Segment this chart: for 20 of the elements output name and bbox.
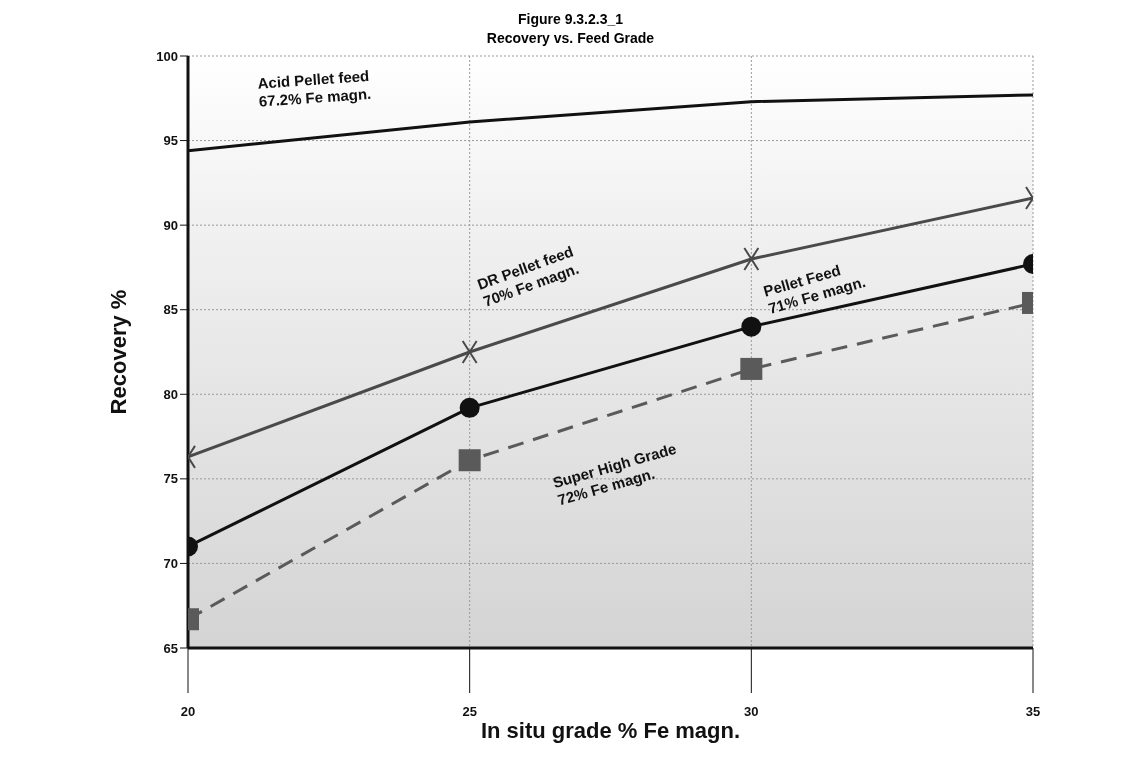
x-tick-label: 20 — [180, 704, 196, 720]
y-tick-label: 90 — [163, 217, 178, 233]
y-axis-title: Recovery % — [105, 289, 131, 415]
y-tick-label: 75 — [163, 471, 178, 487]
text: DR Pellet feed 70% Fe magn. — [474, 242, 581, 310]
series-label: Acid Pellet feed 67.2% Fe magn. — [257, 66, 372, 110]
x-axis-title: In situ grade % Fe magn. — [480, 718, 741, 743]
text: Pellet Feed 71% Fe magn. — [761, 261, 868, 317]
text: Super High Grade 72% Fe magn. — [550, 439, 679, 509]
chart-subtitle: Recovery vs. Feed Grade — [485, 29, 656, 48]
x-tick-label: 30 — [744, 704, 759, 720]
x-tick-label: 25 — [462, 704, 477, 720]
chart-title: Figure 9.3.2.3_1 — [516, 10, 625, 29]
x-tick-label: 35 — [1025, 704, 1041, 720]
y-tick-label: 100 — [156, 48, 178, 64]
y-tick-label: 80 — [163, 386, 178, 402]
y-tick-label: 70 — [163, 556, 178, 572]
y-tick-label: 85 — [163, 302, 178, 318]
y-tick-label: 65 — [163, 640, 178, 656]
y-tick-label: 95 — [163, 133, 178, 149]
